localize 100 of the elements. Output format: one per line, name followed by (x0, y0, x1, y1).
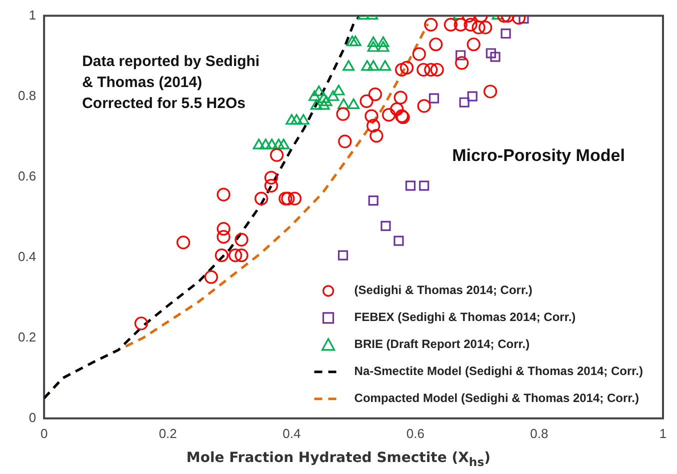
x-tick-label: 0.8 (530, 426, 548, 441)
point (466, 38, 480, 52)
point (346, 36, 358, 46)
point (367, 36, 380, 47)
point (286, 114, 298, 125)
point (467, 91, 478, 102)
y-tick-label: 0.8 (18, 88, 36, 103)
y-tick-label: 0.2 (18, 329, 36, 344)
point (228, 248, 242, 262)
point (377, 41, 390, 52)
point (364, 109, 378, 123)
point (459, 97, 470, 108)
point (272, 138, 285, 150)
point (281, 192, 295, 206)
point (394, 90, 408, 104)
point (342, 60, 355, 71)
point (338, 134, 352, 148)
y-tick-label: 0 (28, 410, 36, 425)
point (254, 192, 268, 206)
point (464, 18, 478, 32)
point (327, 90, 340, 101)
x-tick-label: 0.4 (282, 426, 301, 441)
point (368, 196, 378, 206)
point (382, 108, 396, 122)
point (260, 138, 272, 150)
point (214, 248, 229, 262)
point (278, 192, 292, 206)
point (278, 138, 290, 150)
point (320, 96, 332, 106)
point (338, 98, 350, 109)
x-axis-title: Mole Fraction Hydrated Smectite (X$_{hs}$) (185, 450, 492, 469)
point (478, 20, 492, 34)
point (430, 62, 444, 77)
legend-label: FEBEX (Sedighi & Thomas 2014; Corr.) (354, 310, 576, 324)
x-tick-label: 0.2 (158, 426, 177, 441)
point (290, 114, 303, 125)
point (472, 20, 486, 34)
point (417, 99, 431, 113)
legend-label: (Sedighi & Thomas 2014; Corr.) (354, 283, 532, 298)
legend-label: Compacted Model (Sedighi & Thomas 2014; Corr.) (354, 391, 639, 406)
point (484, 84, 498, 98)
point (416, 62, 430, 77)
point (266, 138, 278, 150)
point (424, 62, 438, 77)
point (234, 232, 248, 246)
point (338, 250, 348, 260)
point (264, 170, 278, 184)
point (332, 84, 345, 96)
x-tick-label: 0 (40, 426, 48, 441)
point (368, 88, 382, 102)
point (216, 222, 230, 236)
point (348, 98, 360, 109)
point (444, 18, 458, 32)
point (366, 118, 380, 133)
point (204, 270, 218, 284)
y-tick-label: 0.6 (18, 168, 36, 184)
annotation: Data reported by Sedighi & Thomas (2014) Corrected for 5.5 H2Os (82, 52, 260, 112)
point (390, 102, 404, 116)
point (500, 28, 511, 39)
point (379, 60, 392, 71)
legend-label: Na-Smectite Model (Sedighi & Thomas 2014; Corr.) (354, 364, 644, 378)
point (336, 107, 350, 121)
point (456, 50, 466, 60)
point (400, 60, 414, 75)
point (490, 52, 500, 62)
point (367, 60, 380, 71)
point (367, 41, 380, 52)
point (377, 36, 390, 47)
point (288, 192, 302, 206)
point (360, 94, 374, 108)
point (428, 93, 440, 104)
point (429, 38, 443, 52)
point (310, 99, 322, 110)
point (455, 56, 469, 70)
point (486, 48, 496, 58)
y-tick-label: 0.4 (18, 248, 36, 264)
point (454, 18, 468, 32)
point (252, 138, 265, 150)
point (312, 85, 325, 96)
point (405, 180, 416, 191)
point (270, 148, 284, 162)
x-tick-label: 1 (659, 426, 667, 441)
annotation: Micro-Porosity Model (452, 146, 625, 165)
point (419, 180, 430, 191)
point (318, 92, 330, 103)
point (216, 188, 230, 202)
point (361, 60, 374, 71)
x-tick-label: 0.6 (406, 426, 424, 441)
point (380, 220, 391, 231)
point (216, 230, 230, 244)
y-tick-label: 1 (28, 7, 36, 22)
point (308, 90, 321, 101)
point (349, 36, 362, 46)
point (134, 316, 148, 330)
legend-label: BRIE (Draft Report 2014; Corr.) (354, 337, 530, 352)
point (370, 128, 384, 143)
point (234, 248, 248, 262)
point (412, 47, 426, 61)
point (318, 99, 330, 110)
point (424, 18, 438, 32)
